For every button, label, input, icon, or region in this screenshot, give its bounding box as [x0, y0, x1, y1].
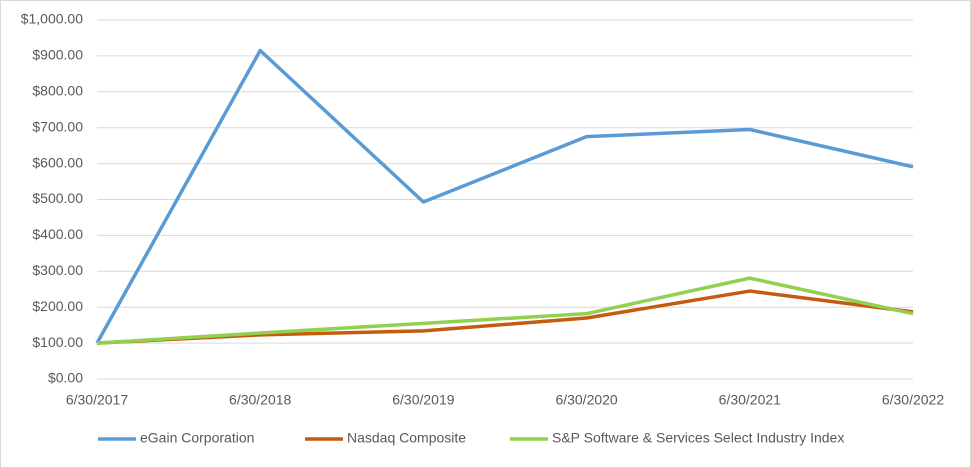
legend-label: eGain Corporation	[140, 430, 254, 446]
y-tick-label: $600.00	[32, 154, 83, 170]
y-tick-label: $200.00	[32, 298, 83, 314]
y-tick-label: $900.00	[32, 47, 83, 63]
y-tick-label: $0.00	[48, 370, 83, 386]
y-tick-label: $800.00	[32, 83, 83, 99]
x-tick-label: 6/30/2019	[392, 392, 454, 408]
y-tick-label: $700.00	[32, 118, 83, 134]
y-tick-label: $300.00	[32, 262, 83, 278]
legend-label: Nasdaq Composite	[347, 430, 466, 446]
y-tick-label: $1,000.00	[21, 11, 83, 27]
legend-label: S&P Software & Services Select Industry …	[552, 430, 844, 446]
y-tick-label: $100.00	[32, 334, 83, 350]
y-tick-label: $500.00	[32, 190, 83, 206]
series-line	[96, 276, 914, 345]
x-tick-label: 6/30/2017	[66, 392, 128, 408]
x-tick-label: 6/30/2021	[719, 392, 781, 408]
x-tick-label: 6/30/2022	[882, 392, 944, 408]
x-tick-label: 6/30/2020	[555, 392, 617, 408]
series-line	[95, 48, 914, 344]
x-tick-label: 6/30/2018	[229, 392, 291, 408]
y-tick-label: $400.00	[32, 226, 83, 242]
